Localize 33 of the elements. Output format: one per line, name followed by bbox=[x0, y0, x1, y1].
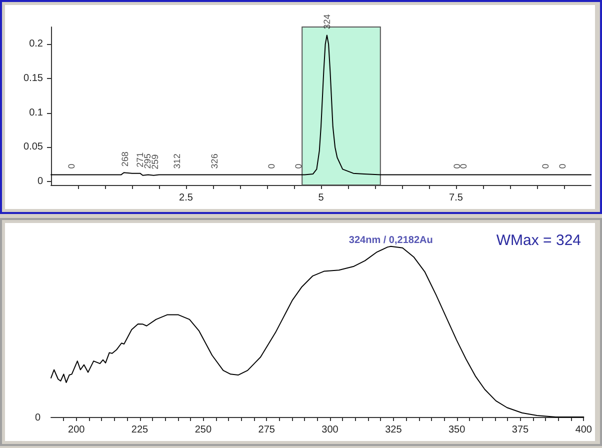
y-tick-label: 0.2 bbox=[29, 38, 44, 50]
annotation: 312 bbox=[172, 154, 182, 169]
x-tick-label: 300 bbox=[322, 424, 339, 436]
annotation: 324nm / 0,2182Au bbox=[348, 234, 433, 246]
x-tick-label: 7.5 bbox=[449, 192, 464, 204]
annotation: 0 bbox=[266, 164, 276, 169]
annotation: 0 bbox=[458, 164, 469, 169]
x-tick-label: 325 bbox=[385, 424, 402, 436]
x-tick-label: 350 bbox=[448, 424, 466, 436]
annotation: 326 bbox=[210, 154, 220, 169]
annotation: 0 bbox=[557, 164, 568, 169]
annotation: 259 bbox=[150, 154, 160, 170]
x-tick-label: 400 bbox=[575, 424, 592, 436]
y-tick-label: 0.15 bbox=[24, 73, 44, 84]
x-tick-label: 250 bbox=[194, 424, 212, 436]
annotation: 0 bbox=[66, 164, 77, 169]
annotation: 324 bbox=[322, 14, 332, 30]
annotation: WMax = 324 bbox=[496, 232, 582, 249]
annotation: 0 bbox=[293, 164, 304, 169]
x-tick-label: 2.5 bbox=[179, 192, 194, 204]
annotation: 295 bbox=[142, 154, 153, 169]
annotation: 268 bbox=[120, 152, 130, 167]
y-tick-label: 0.05 bbox=[24, 142, 44, 153]
x-tick-label: 200 bbox=[68, 424, 86, 436]
annotation: 271 bbox=[135, 152, 146, 168]
y-tick-label: 0 bbox=[37, 176, 44, 188]
y-tick-label: 0.1 bbox=[29, 107, 44, 118]
x-tick-label: 5 bbox=[318, 192, 324, 204]
annotation: 0 bbox=[540, 164, 551, 169]
x-tick-label: 375 bbox=[512, 424, 530, 436]
x-tick-label: 225 bbox=[131, 424, 149, 436]
line-series bbox=[50, 34, 592, 176]
x-tick-label: 275 bbox=[258, 424, 276, 436]
